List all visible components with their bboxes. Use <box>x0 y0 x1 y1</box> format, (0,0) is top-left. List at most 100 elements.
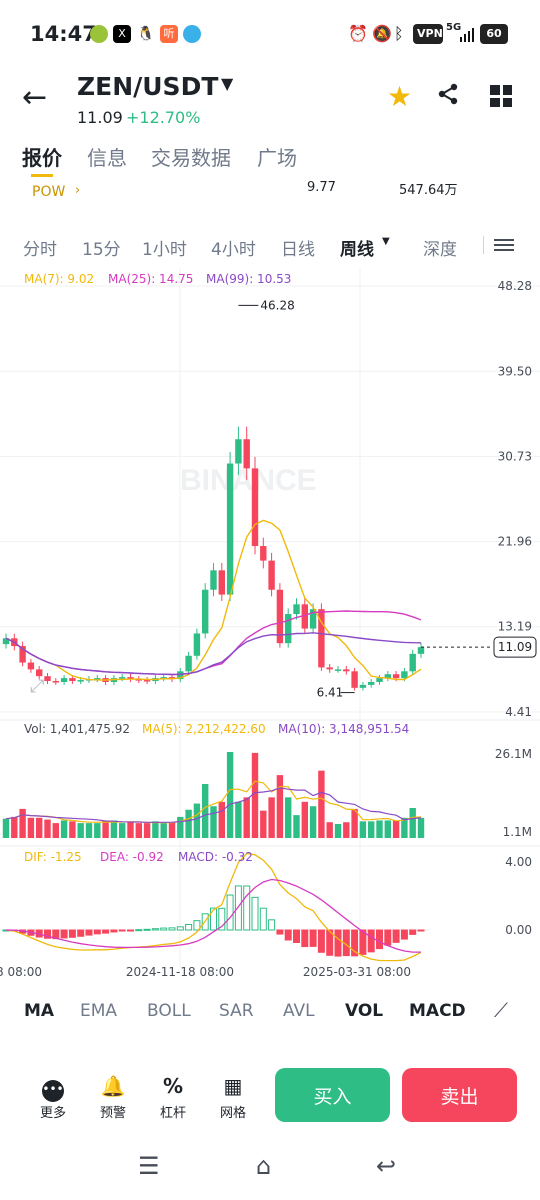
more-button[interactable]: ••• 更多 <box>30 1072 76 1121</box>
pair-title[interactable]: ZEN/USDT <box>77 72 219 101</box>
macd-histogram-bar <box>367 929 375 953</box>
indicator-edit-icon[interactable]: ⟋ <box>494 998 508 1022</box>
grid-icon[interactable] <box>490 85 512 107</box>
volume-bar <box>392 820 400 838</box>
candle-body <box>409 653 416 672</box>
volume-bar <box>69 821 76 838</box>
macd-histogram-bar <box>218 907 226 931</box>
chart-settings-icon[interactable] <box>494 236 514 254</box>
indicator-ma[interactable]: MA <box>24 1001 55 1021</box>
macd-histogram-bar <box>293 929 300 944</box>
macd-histogram-bar <box>417 929 425 932</box>
volume-bar <box>334 824 342 838</box>
home-nav-icon[interactable]: ⌂ <box>256 1152 272 1180</box>
pow-tag[interactable]: POW <box>32 184 66 200</box>
indicator-boll[interactable]: BOLL <box>147 1001 191 1021</box>
dif-legend: DIF: -1.25 <box>24 850 82 864</box>
price-tick-label: 21.96 <box>498 535 532 549</box>
volume-bar <box>359 821 367 838</box>
watermark-text: BINANCE <box>180 464 317 497</box>
tab-info[interactable]: 信息 <box>87 146 127 170</box>
percent-icon: % <box>162 1074 184 1098</box>
volume-bar <box>251 752 259 838</box>
menu-nav-icon[interactable]: ☰ <box>138 1152 160 1180</box>
alert-button[interactable]: 🔔 预警 <box>90 1072 136 1121</box>
macd-histogram-bar <box>351 929 359 957</box>
share-icon[interactable] <box>436 82 460 112</box>
indicator-ema[interactable]: EMA <box>80 1001 118 1021</box>
interval-15m[interactable]: 15分 <box>82 240 121 260</box>
indicator-vol[interactable]: VOL <box>345 1001 384 1021</box>
candle-body <box>235 439 242 464</box>
candle-body <box>226 463 234 595</box>
grid-trading-button[interactable]: ▦ 网格 <box>210 1072 256 1121</box>
ma25-legend: MA(25): 14.75 <box>108 272 194 286</box>
vol-legend: Vol: 1,401,475.92 <box>24 722 130 736</box>
buy-button[interactable]: 买入 <box>275 1068 390 1122</box>
macd-histogram-bar <box>268 919 276 931</box>
ma7-legend: MA(7): 9.02 <box>24 272 95 286</box>
vol-ma10-legend: MA(10): 3,148,951.54 <box>278 722 410 736</box>
chevron-right-icon[interactable]: › <box>75 183 81 198</box>
volume-bar <box>401 817 408 838</box>
volume-bar <box>218 801 225 838</box>
candle-body <box>193 633 201 656</box>
interval-1w[interactable]: 周线 <box>340 240 374 260</box>
tab-quote[interactable]: 报价 <box>22 146 62 170</box>
candle-body <box>19 646 26 663</box>
interval-time[interactable]: 分时 <box>23 240 57 260</box>
candle-body <box>334 669 342 671</box>
back-nav-icon[interactable]: ↩ <box>376 1152 397 1180</box>
volume-bar <box>376 820 383 838</box>
interval-4h[interactable]: 4小时 <box>211 240 256 260</box>
candle-body <box>94 678 101 680</box>
volume-bar <box>235 801 242 838</box>
macd-histogram-bar <box>392 929 400 943</box>
macd-histogram-bar <box>326 929 334 956</box>
interval-1h[interactable]: 1小时 <box>142 240 187 260</box>
macd-histogram-bar <box>309 929 317 947</box>
indicator-macd[interactable]: MACD <box>409 1001 466 1021</box>
current-price-tag <box>493 636 537 658</box>
leverage-button[interactable]: % 杠杆 <box>150 1072 196 1121</box>
price-tick-label: 4.41 <box>505 705 532 719</box>
tab-trading-data[interactable]: 交易数据 <box>151 146 231 170</box>
mute-icon: 🔕 <box>372 24 392 43</box>
tab-square[interactable]: 广场 <box>257 146 297 170</box>
time-axis-label: 8 08:00 <box>0 965 42 979</box>
candle-body <box>343 669 350 672</box>
divider <box>483 236 484 254</box>
candle-body <box>52 681 59 683</box>
sell-button[interactable]: 卖出 <box>402 1068 517 1122</box>
back-arrow-icon[interactable]: ← <box>22 80 48 115</box>
leverage-label: 杠杆 <box>159 1106 186 1121</box>
stat-value-a: 9.77 <box>307 180 336 195</box>
macd-histogram-bar <box>44 929 51 939</box>
macd-histogram-bar <box>151 928 159 931</box>
interval-depth[interactable]: 深度 <box>423 240 457 260</box>
macd-histogram-bar <box>118 929 126 932</box>
expand-icon: ⤢ <box>30 676 45 697</box>
volume-bar <box>260 810 267 838</box>
signal-icon <box>460 26 474 42</box>
candle-body <box>160 677 167 679</box>
qq-app-icon: 🐧 <box>137 25 155 43</box>
indicator-sar[interactable]: SAR <box>219 1001 254 1021</box>
macd-histogram-bar <box>93 929 101 935</box>
volume-bar <box>160 823 167 838</box>
caret-down-icon[interactable]: ▼ <box>221 74 234 93</box>
volume-bar <box>127 822 134 838</box>
caret-down-icon[interactable]: ▼ <box>382 236 390 247</box>
indicator-avl[interactable]: AVL <box>283 1001 315 1021</box>
more-label: 更多 <box>39 1106 66 1121</box>
volume-bar <box>119 823 126 838</box>
vpn-badge: VPN <box>413 24 443 44</box>
dea-line <box>5 878 421 953</box>
volume-bar <box>135 823 142 838</box>
interval-1d[interactable]: 日线 <box>281 240 315 260</box>
macd-histogram-bar <box>210 907 217 931</box>
candle-body <box>351 671 358 688</box>
kline-chart[interactable]: BINANCE 48.28 39.50 30.73 21.96 13.19 4.41 46.2… <box>0 268 540 983</box>
candle-body <box>260 546 267 561</box>
star-icon[interactable]: ★ <box>387 80 413 113</box>
